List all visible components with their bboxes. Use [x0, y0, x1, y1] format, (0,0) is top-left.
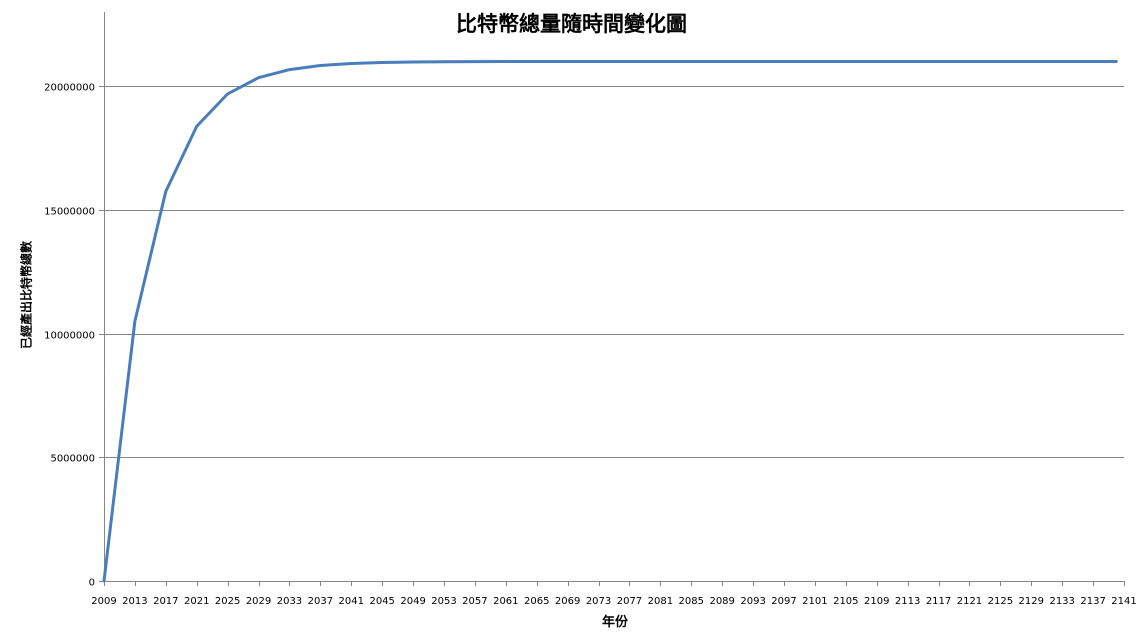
x-tick-label: 2029 [246, 596, 271, 607]
x-tick-label: 2121 [957, 596, 982, 607]
x-tick-label: 2073 [586, 596, 611, 607]
x-tick-label: 2093 [740, 596, 765, 607]
x-tick-label: 2141 [1111, 596, 1136, 607]
x-tick-label: 2057 [462, 596, 487, 607]
x-tick-label: 2105 [833, 596, 858, 607]
x-tick-label: 2061 [493, 596, 518, 607]
y-tick-label: 15000000 [44, 207, 95, 218]
x-tick-label: 2021 [184, 596, 209, 607]
x-tick-label: 2045 [369, 596, 394, 607]
x-axis-label: 年份 [601, 615, 628, 630]
x-tick-label: 2017 [153, 596, 178, 607]
x-tick-label: 2129 [1019, 596, 1044, 607]
chart-title: 比特幣總量隨時間變化圖 [456, 11, 687, 36]
x-tick-label: 2081 [648, 596, 673, 607]
x-tick-label: 2041 [339, 596, 364, 607]
x-tick-label: 2009 [91, 596, 116, 607]
x-tick-label: 2133 [1049, 596, 1074, 607]
x-tick-label: 2025 [215, 596, 240, 607]
y-tick-label: 20000000 [44, 83, 95, 94]
x-tick-label: 2037 [308, 596, 333, 607]
x-tick-label: 2137 [1080, 596, 1105, 607]
x-tick-label: 2109 [864, 596, 889, 607]
series-line [102, 60, 1118, 583]
x-tick-label: 2033 [277, 596, 302, 607]
x-tick-label: 2053 [431, 596, 456, 607]
y-tick-label: 10000000 [44, 331, 95, 342]
x-tick-label: 2113 [895, 596, 920, 607]
x-tick-label: 2085 [679, 596, 704, 607]
y-tick-label: 0 [89, 578, 95, 589]
x-tick-label: 2125 [988, 596, 1013, 607]
x-tick-label: 2069 [555, 596, 580, 607]
x-tick-label: 2089 [709, 596, 734, 607]
x-tick-label: 2077 [617, 596, 642, 607]
x-tick-label: 2097 [771, 596, 796, 607]
x-tick-label: 2065 [524, 596, 549, 607]
x-tick-label: 2117 [926, 596, 951, 607]
x-tick-label: 2049 [400, 596, 425, 607]
y-tick-label: 5000000 [50, 454, 95, 465]
x-tick-label: 2013 [122, 596, 147, 607]
x-tick-label: 2101 [802, 596, 827, 607]
